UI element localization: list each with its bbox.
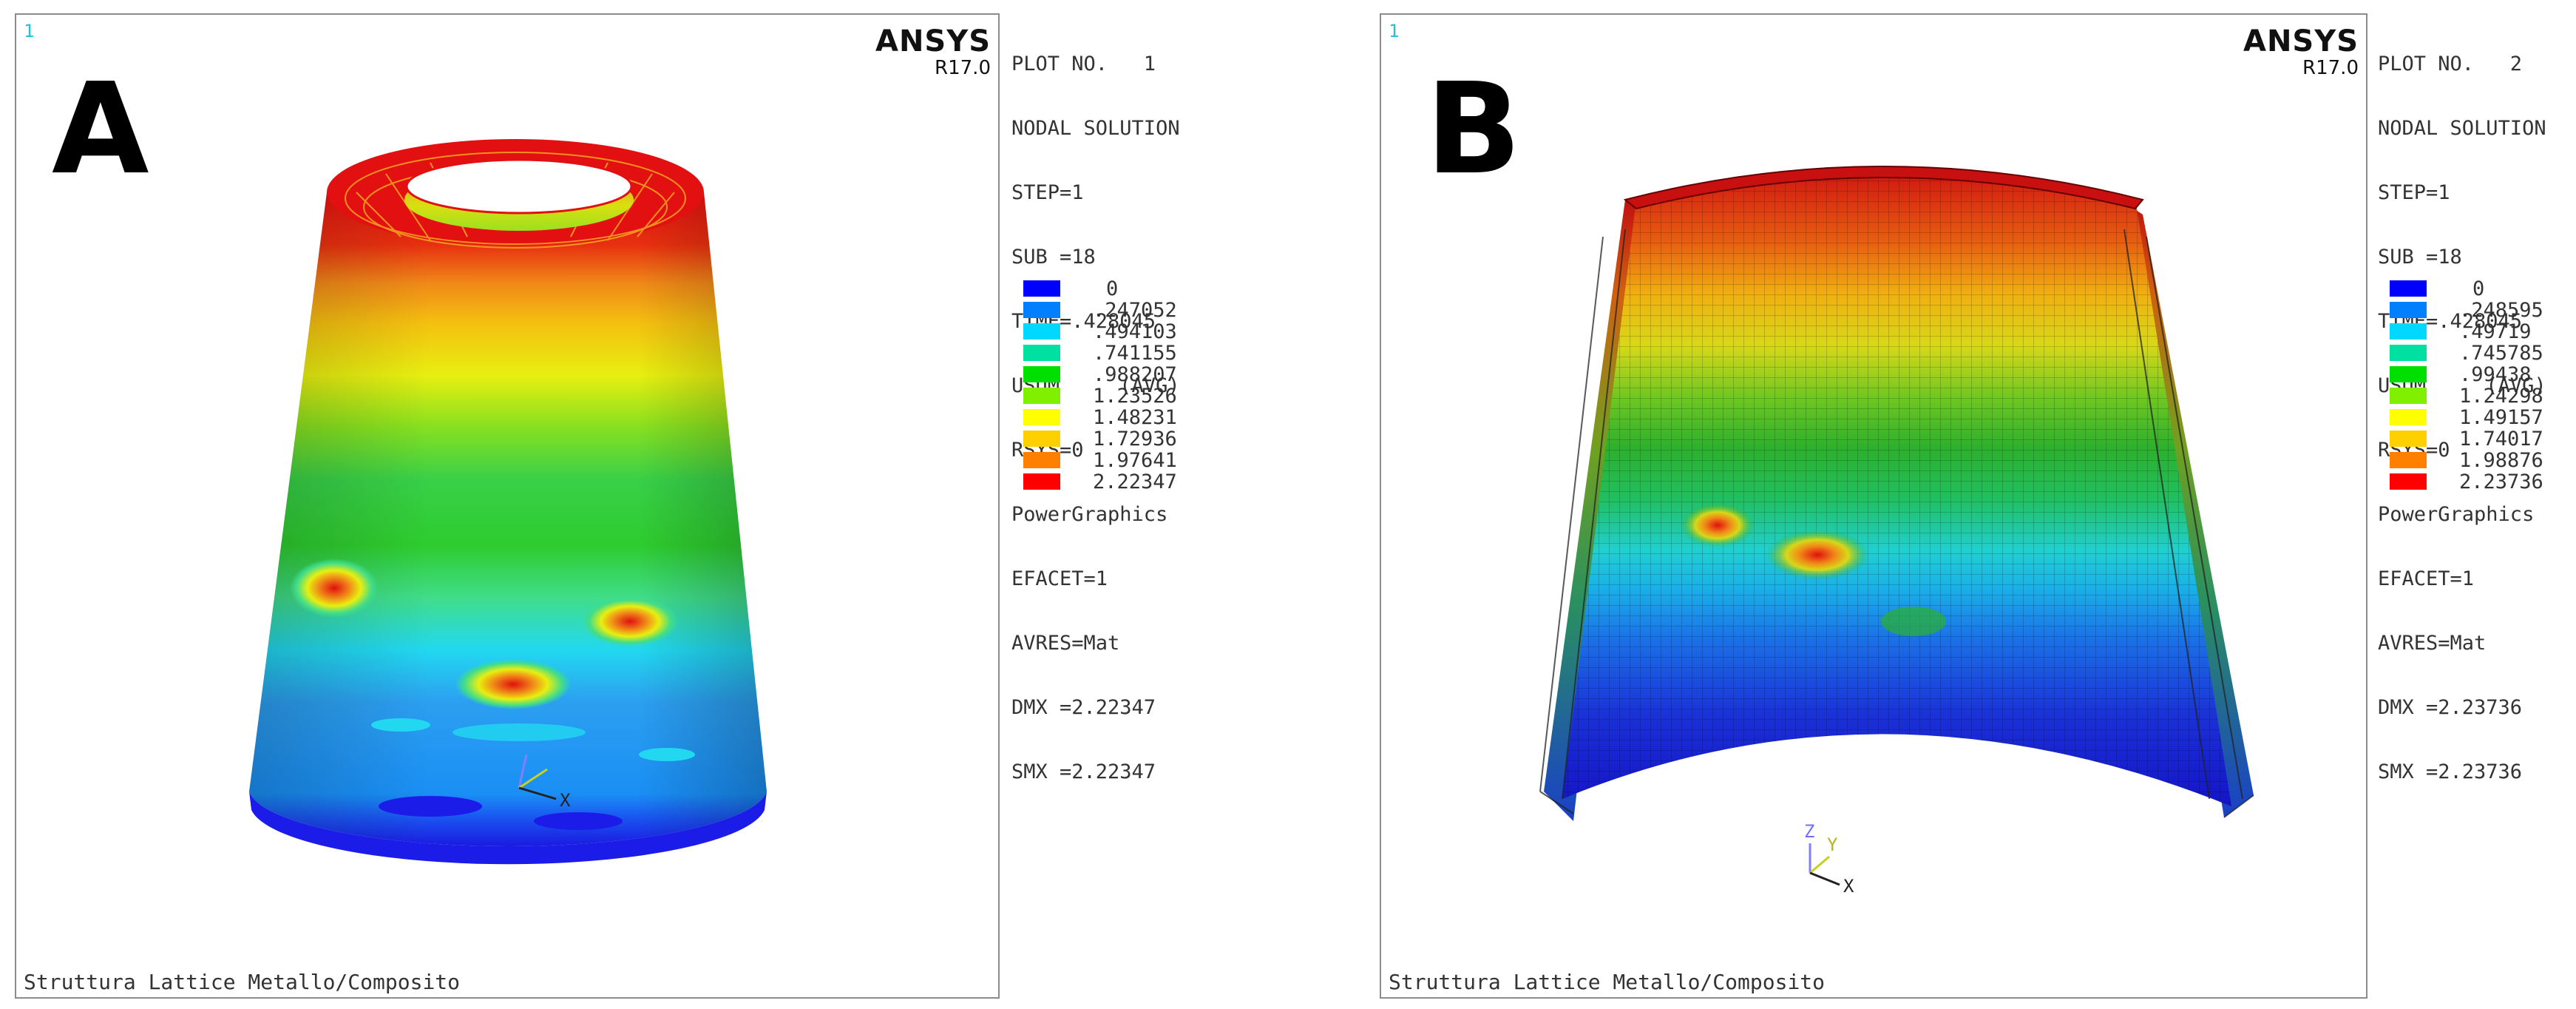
triad-y-label: Y	[1827, 834, 1838, 855]
info-line: NODAL SOLUTION	[2378, 117, 2546, 140]
legend-swatch	[2390, 323, 2427, 340]
panel-letter: A	[52, 56, 149, 203]
panel-letter: B	[1426, 56, 1522, 203]
plot-info-block: PLOT NO. 1 NODAL SOLUTION STEP=1 SUB =18…	[1011, 10, 1180, 826]
hotspot	[1881, 607, 1946, 636]
legend-value: 0	[2472, 277, 2485, 300]
legend-swatch	[1023, 473, 1060, 490]
legend-swatch	[2390, 473, 2427, 490]
legend-swatch	[1023, 388, 1060, 404]
legend-value: 1.49157	[2459, 406, 2543, 429]
shell-top-rim	[1623, 166, 2144, 210]
window-number: 1	[1389, 21, 1400, 41]
legend-value: 2.23736	[2459, 470, 2543, 493]
legend-swatch	[1023, 280, 1060, 297]
hotspot	[455, 659, 571, 709]
legend-value: 2.22347	[1093, 470, 1177, 493]
ansys-logo: ANSYS R17.0	[2243, 25, 2359, 78]
legend-swatch	[1023, 431, 1060, 447]
legend-swatch	[2390, 280, 2427, 297]
legend-swatch	[2390, 452, 2427, 468]
plot-caption: Struttura Lattice Metallo/Composito	[24, 970, 461, 994]
plot-caption: Struttura Lattice Metallo/Composito	[1389, 970, 1826, 994]
legend-swatch	[2390, 409, 2427, 425]
info-line: SMX =2.23736	[2378, 760, 2523, 783]
legend-value: 1.97641	[1093, 449, 1177, 472]
legend-value: 1.24298	[2459, 385, 2543, 408]
plot-panel-a: 1 ANSYS R17.0 A	[15, 10, 1180, 999]
legend-value: .494103	[1093, 320, 1177, 343]
triad-z-label: Z	[1804, 821, 1814, 842]
graphics-viewport-a[interactable]: 1 ANSYS R17.0 A	[15, 13, 1000, 999]
hotspot	[1681, 503, 1755, 547]
info-line: DMX =2.22347	[1011, 696, 1156, 719]
legend-swatch	[2390, 366, 2427, 382]
info-line: AVRES=Mat	[2378, 632, 2487, 655]
legend-value: .248595	[2459, 299, 2543, 322]
info-line: EFACET=1	[2378, 567, 2475, 590]
legend-value: .247052	[1093, 299, 1177, 322]
graphics-viewport-b[interactable]: 1 ANSYS R17.0 B	[1380, 13, 2367, 999]
info-line: STEP=1	[2378, 181, 2450, 204]
hotspot	[290, 559, 379, 618]
legend-swatch	[2390, 302, 2427, 318]
legend-swatch	[2390, 388, 2427, 404]
info-line: STEP=1	[1011, 181, 1084, 204]
info-line: SUB =18	[1011, 246, 1096, 269]
legend-value: .99438	[2459, 363, 2532, 386]
legend-swatch	[1023, 366, 1060, 382]
legend-swatch	[1023, 302, 1060, 318]
info-line: SUB =18	[2378, 246, 2462, 269]
triad-x-label: X	[560, 790, 571, 811]
legend-value: 1.48231	[1093, 406, 1177, 429]
ansys-brand: ANSYS	[875, 24, 991, 58]
info-line: SMX =2.22347	[1011, 760, 1156, 783]
legend-swatch	[2390, 431, 2427, 447]
legend-swatch	[1023, 323, 1060, 340]
legend-value: 1.98876	[2459, 449, 2543, 472]
lattice-structure	[1539, 229, 2254, 818]
legend-value: 0	[1106, 277, 1119, 300]
legend-swatch	[1023, 452, 1060, 468]
ansys-revision: R17.0	[935, 57, 991, 79]
ansys-revision: R17.0	[2302, 57, 2359, 79]
model-render-truncated-cone: X	[249, 139, 767, 865]
legend-value: .49719	[2459, 320, 2532, 343]
legend-swatch	[1023, 409, 1060, 425]
coordinate-triad: Z Y X	[1804, 821, 1854, 897]
plot-panel-b: 1 ANSYS R17.0 B	[1375, 0, 2576, 1009]
ansys-brand: ANSYS	[2243, 24, 2359, 58]
legend-swatch	[2390, 345, 2427, 361]
info-line: NODAL SOLUTION	[1011, 117, 1180, 140]
info-line: DMX =2.23736	[2378, 696, 2523, 719]
legend-swatch	[1023, 345, 1060, 361]
hotspot	[1766, 530, 1869, 580]
ansys-logo: ANSYS R17.0	[875, 25, 991, 78]
info-line: PowerGraphics	[2378, 503, 2535, 526]
legend-value: .741155	[1093, 342, 1177, 365]
legend-value: .745785	[2459, 342, 2543, 365]
hotspot	[582, 596, 678, 647]
info-line: AVRES=Mat	[1011, 632, 1120, 655]
info-line: PLOT NO. 2	[2378, 53, 2523, 75]
window-number: 1	[24, 21, 35, 41]
legend-value: 1.23526	[1093, 385, 1177, 408]
info-line: EFACET=1	[1011, 567, 1108, 590]
legend-value: 1.72936	[1093, 428, 1177, 450]
info-line: PowerGraphics	[1011, 503, 1168, 526]
cone-bottom-rim	[249, 792, 767, 865]
triad-x-label: X	[1843, 876, 1854, 897]
plot-info-block: PLOT NO. 2 NODAL SOLUTION STEP=1 SUB =18…	[2378, 10, 2546, 826]
coordinate-triad: X	[518, 754, 571, 811]
legend-value: .988207	[1093, 363, 1177, 386]
legend-value: 1.74017	[2459, 428, 2543, 450]
info-line: PLOT NO. 1	[1011, 53, 1156, 75]
model-render-half-shell: Z Y X	[1539, 166, 2254, 897]
